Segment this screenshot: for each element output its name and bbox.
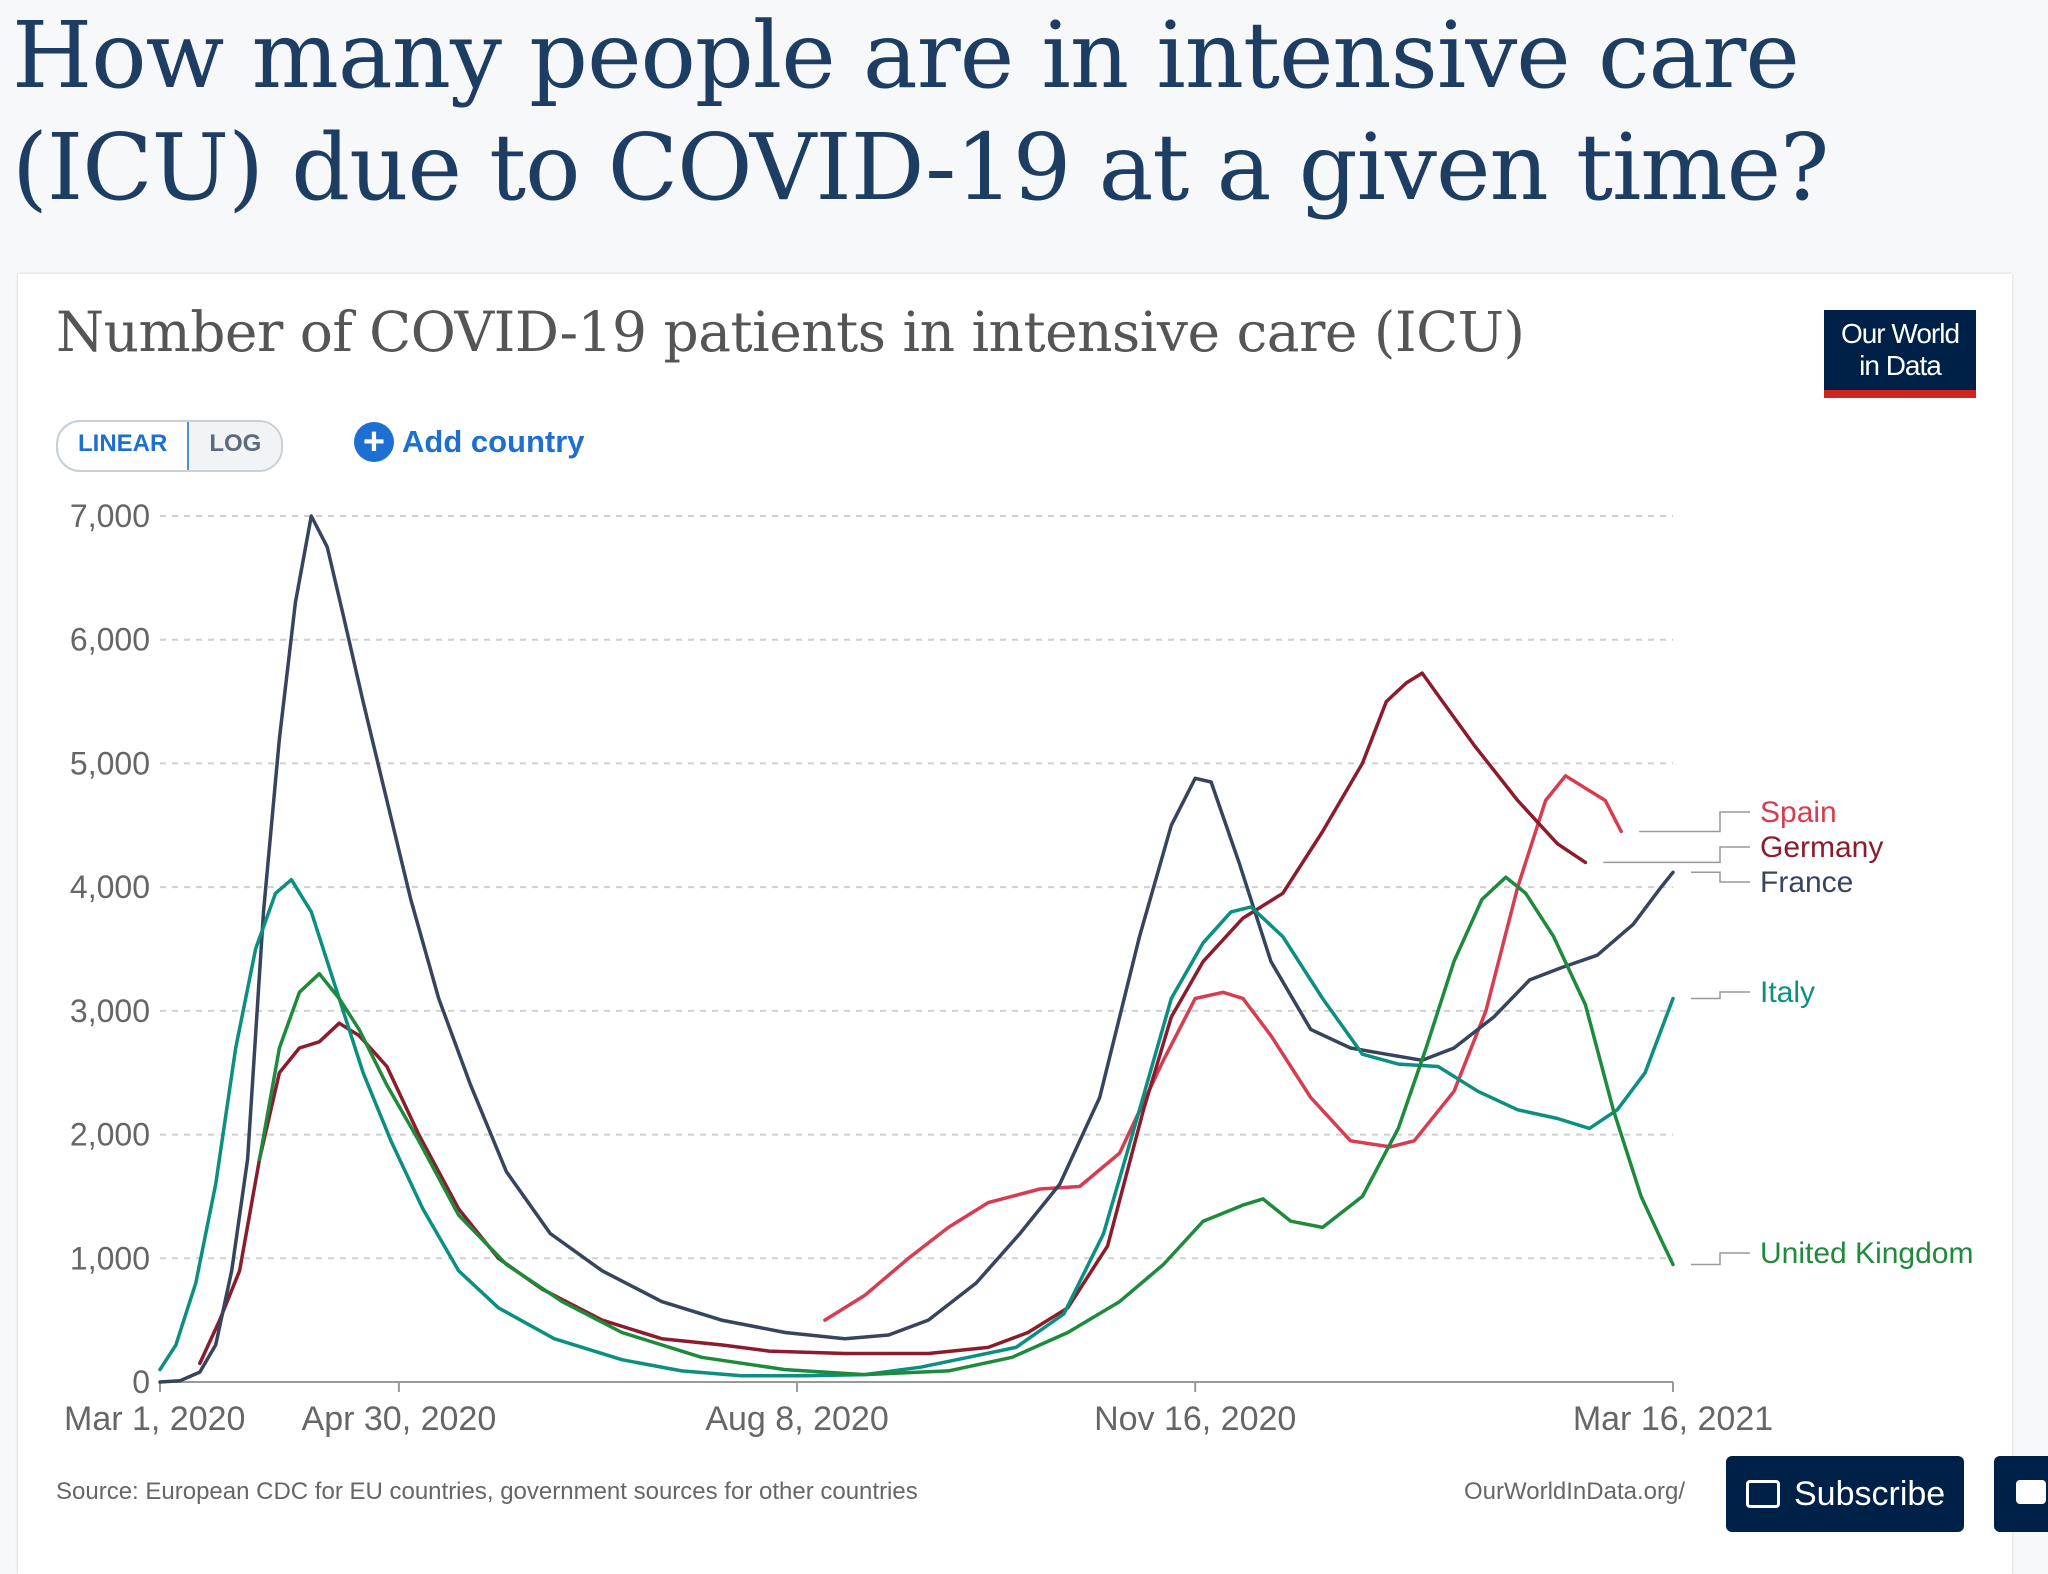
y-tick-label: 3,000 [70, 993, 150, 1029]
legend-label: Germany [1760, 831, 1883, 864]
legend-label: France [1760, 866, 1853, 899]
logo-red-bar [1824, 390, 1976, 398]
y-tick-label: 2,000 [70, 1117, 150, 1153]
x-tick-label: Apr 30, 2020 [302, 1400, 497, 1438]
legend-connector [1603, 846, 1750, 864]
chart-title: Number of COVID-19 patients in intensive… [56, 300, 1525, 364]
chat-icon [2016, 1480, 2046, 1504]
logo-line-1: Our World [1840, 318, 1960, 349]
log-scale-button[interactable]: LOG [189, 422, 282, 470]
subscribe-button[interactable]: Subscribe [1726, 1456, 1964, 1532]
y-tick-label: 6,000 [70, 622, 150, 658]
mail-icon [1746, 1480, 1780, 1508]
y-tick-label: 0 [132, 1364, 150, 1400]
owid-logo[interactable]: Our World in Data [1824, 310, 1976, 398]
add-country-button[interactable]: + Add country [354, 420, 585, 464]
legend-connector [1691, 991, 1750, 1000]
x-tick-label: Aug 8, 2020 [705, 1400, 888, 1438]
logo-line-2: in Data [1859, 350, 1942, 381]
chat-button[interactable] [1994, 1456, 2048, 1532]
x-tick-label: Nov 16, 2020 [1094, 1400, 1296, 1438]
y-tick-label: 7,000 [70, 498, 150, 534]
x-tick-label: Mar 16, 2021 [1573, 1400, 1773, 1438]
legend-connector [1691, 871, 1750, 883]
legend-label: Spain [1760, 796, 1837, 829]
series-line-spain [823, 774, 1623, 1322]
x-tick-label: Mar 1, 2020 [64, 1400, 245, 1438]
legend-label: Italy [1760, 976, 1815, 1009]
plus-icon: + [354, 422, 394, 462]
chart-plot: 0 1,000 2,000 3,000 4,000 5,000 6,000 7,000 Mar … [64, 498, 1973, 1438]
add-country-label: Add country [402, 424, 585, 459]
subscribe-label: Subscribe [1794, 1474, 1946, 1513]
page-headline: How many people are in intensive care (I… [12, 2, 1829, 221]
scale-toggle: LINEAR LOG [56, 420, 284, 472]
owid-link[interactable]: OurWorldInData.org/ [1464, 1478, 1685, 1505]
legend-label: United Kingdom [1760, 1237, 1973, 1270]
series-line-france [158, 514, 1675, 1384]
legend-connector [1639, 811, 1750, 833]
linear-scale-button[interactable]: LINEAR [58, 422, 190, 470]
series-line-united-kingdom [257, 875, 1675, 1377]
y-tick-label: 5,000 [70, 745, 150, 781]
series-line-italy [158, 877, 1675, 1378]
y-tick-label: 4,000 [70, 869, 150, 905]
y-tick-label: 1,000 [70, 1240, 150, 1276]
source-note: Source: European CDC for EU countries, g… [56, 1478, 918, 1505]
series-line-germany [198, 671, 1588, 1366]
legend-connector [1691, 1252, 1750, 1266]
